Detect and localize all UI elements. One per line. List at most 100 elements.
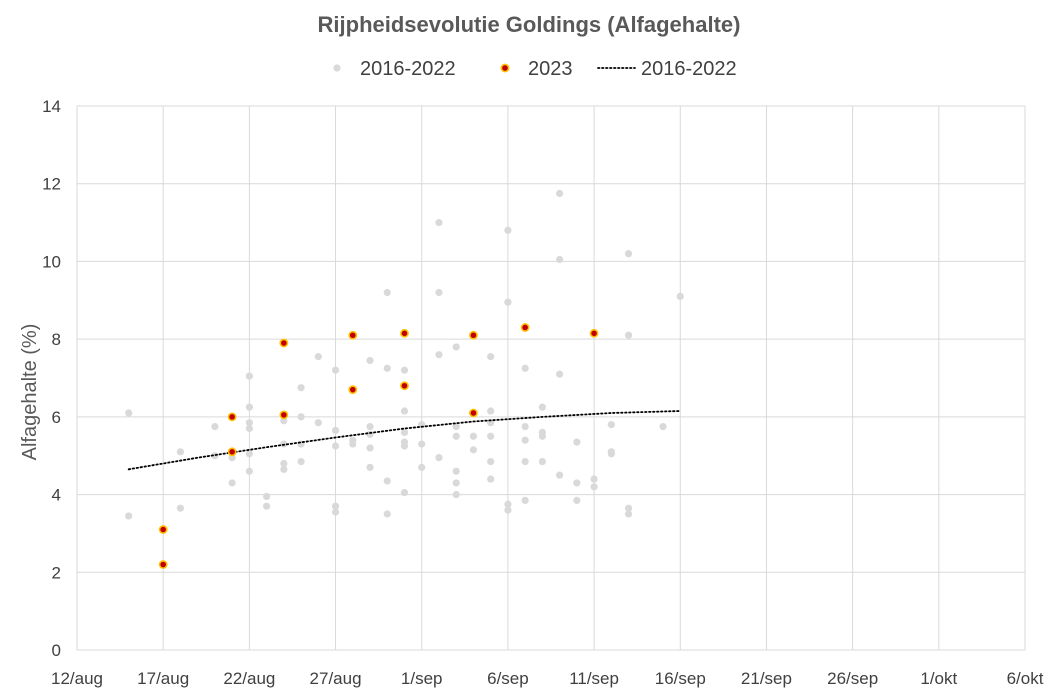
series-2023	[158, 323, 599, 569]
point-2016-2022	[521, 457, 529, 466]
point-2016-2022	[435, 288, 443, 297]
y-tick-label: 12	[42, 175, 61, 194]
x-tick-label: 12/aug	[51, 669, 103, 688]
point-2016-2022	[331, 442, 340, 450]
point-2016-2022	[383, 288, 391, 297]
point-2023	[348, 330, 358, 340]
point-2016-2022	[331, 366, 340, 374]
point-2016-2022	[435, 218, 443, 227]
y-axis-ticks: 0 2 4 6 8 10 12 14	[42, 97, 61, 660]
x-axis-ticks: 12/aug 17/aug 22/aug 27/aug 1/sep 6/sep 11/sep…	[51, 669, 1044, 688]
series-2016-2022	[125, 189, 684, 520]
point-2016-2022	[245, 467, 253, 475]
y-tick-label: 14	[42, 97, 61, 116]
x-tick-label: 1/okt	[920, 669, 957, 688]
gridlines	[76, 105, 1026, 651]
point-2016-2022	[538, 432, 546, 440]
point-2016-2022	[366, 422, 374, 431]
point-2016-2022	[487, 475, 495, 483]
x-tick-label: 21/sep	[741, 669, 792, 688]
point-2016-2022	[297, 413, 305, 421]
y-tick-label: 2	[52, 563, 61, 582]
legend-item: 2016-2022	[333, 58, 456, 80]
point-2016-2022	[297, 384, 305, 392]
point-2016-2022	[590, 483, 598, 491]
point-2016-2022	[624, 510, 633, 518]
point-2016-2022	[400, 442, 409, 450]
point-2016-2022	[245, 372, 253, 380]
point-2016-2022	[556, 370, 564, 378]
point-2016-2022	[452, 343, 460, 351]
legend-label: 2016-2022	[641, 58, 737, 80]
legend-marker	[333, 64, 341, 72]
point-2016-2022	[400, 489, 409, 497]
point-2023	[158, 525, 168, 534]
point-2023	[227, 412, 237, 422]
point-2016-2022	[228, 454, 236, 462]
point-2016-2022	[366, 430, 374, 438]
y-tick-label: 6	[52, 408, 61, 427]
point-2016-2022	[573, 438, 581, 446]
point-2016-2022	[504, 298, 512, 306]
point-2016-2022	[245, 419, 253, 427]
point-2016-2022	[452, 479, 460, 487]
legend-marker	[500, 63, 510, 73]
point-2016-2022	[383, 510, 391, 518]
y-tick-label: 8	[52, 330, 61, 349]
x-tick-label: 27/aug	[310, 669, 362, 688]
point-2016-2022	[228, 479, 236, 487]
x-tick-label: 22/aug	[223, 669, 275, 688]
point-2016-2022	[521, 364, 529, 372]
point-2016-2022	[314, 353, 322, 361]
point-2016-2022	[469, 432, 478, 440]
point-2016-2022	[245, 403, 253, 411]
point-2016-2022	[521, 436, 529, 444]
point-2016-2022	[624, 331, 633, 339]
point-2016-2022	[487, 353, 495, 361]
x-tick-label: 11/sep	[569, 669, 619, 688]
point-2016-2022	[573, 496, 581, 504]
point-2016-2022	[573, 479, 581, 487]
point-2016-2022	[280, 465, 288, 473]
trendline-2016-2022	[127, 410, 682, 471]
point-2016-2022	[452, 467, 460, 475]
point-2023	[158, 560, 168, 569]
x-tick-label: 1/sep	[401, 669, 443, 688]
legend-item: 2023	[500, 58, 573, 80]
series-trendline	[127, 410, 682, 471]
point-2016-2022	[176, 504, 185, 512]
point-2023	[400, 381, 409, 391]
point-2016-2022	[590, 475, 598, 483]
point-2016-2022	[607, 450, 615, 458]
point-2016-2022	[176, 448, 185, 456]
point-2016-2022	[487, 407, 495, 415]
y-tick-label: 10	[42, 252, 61, 271]
point-2016-2022	[452, 432, 460, 440]
point-2016-2022	[659, 422, 667, 431]
point-2016-2022	[400, 366, 409, 374]
point-2016-2022	[297, 457, 305, 466]
point-2023	[520, 323, 530, 332]
point-2016-2022	[504, 500, 512, 508]
point-2016-2022	[469, 446, 478, 454]
point-2023	[279, 410, 289, 420]
point-2016-2022	[125, 512, 133, 520]
point-2016-2022	[245, 424, 253, 433]
point-2016-2022	[556, 471, 564, 479]
point-2016-2022	[400, 407, 409, 415]
x-tick-label: 17/aug	[137, 669, 189, 688]
point-2016-2022	[418, 463, 426, 471]
point-2016-2022	[400, 428, 409, 436]
point-2023	[279, 338, 289, 348]
point-2016-2022	[521, 496, 529, 504]
point-2016-2022	[452, 422, 460, 431]
point-2016-2022	[314, 419, 322, 427]
point-2023	[589, 328, 599, 338]
x-tick-label: 26/sep	[827, 669, 878, 688]
point-2016-2022	[487, 432, 495, 440]
point-2023	[469, 330, 478, 340]
point-2016-2022	[263, 502, 271, 510]
x-tick-label: 16/sep	[655, 669, 706, 688]
